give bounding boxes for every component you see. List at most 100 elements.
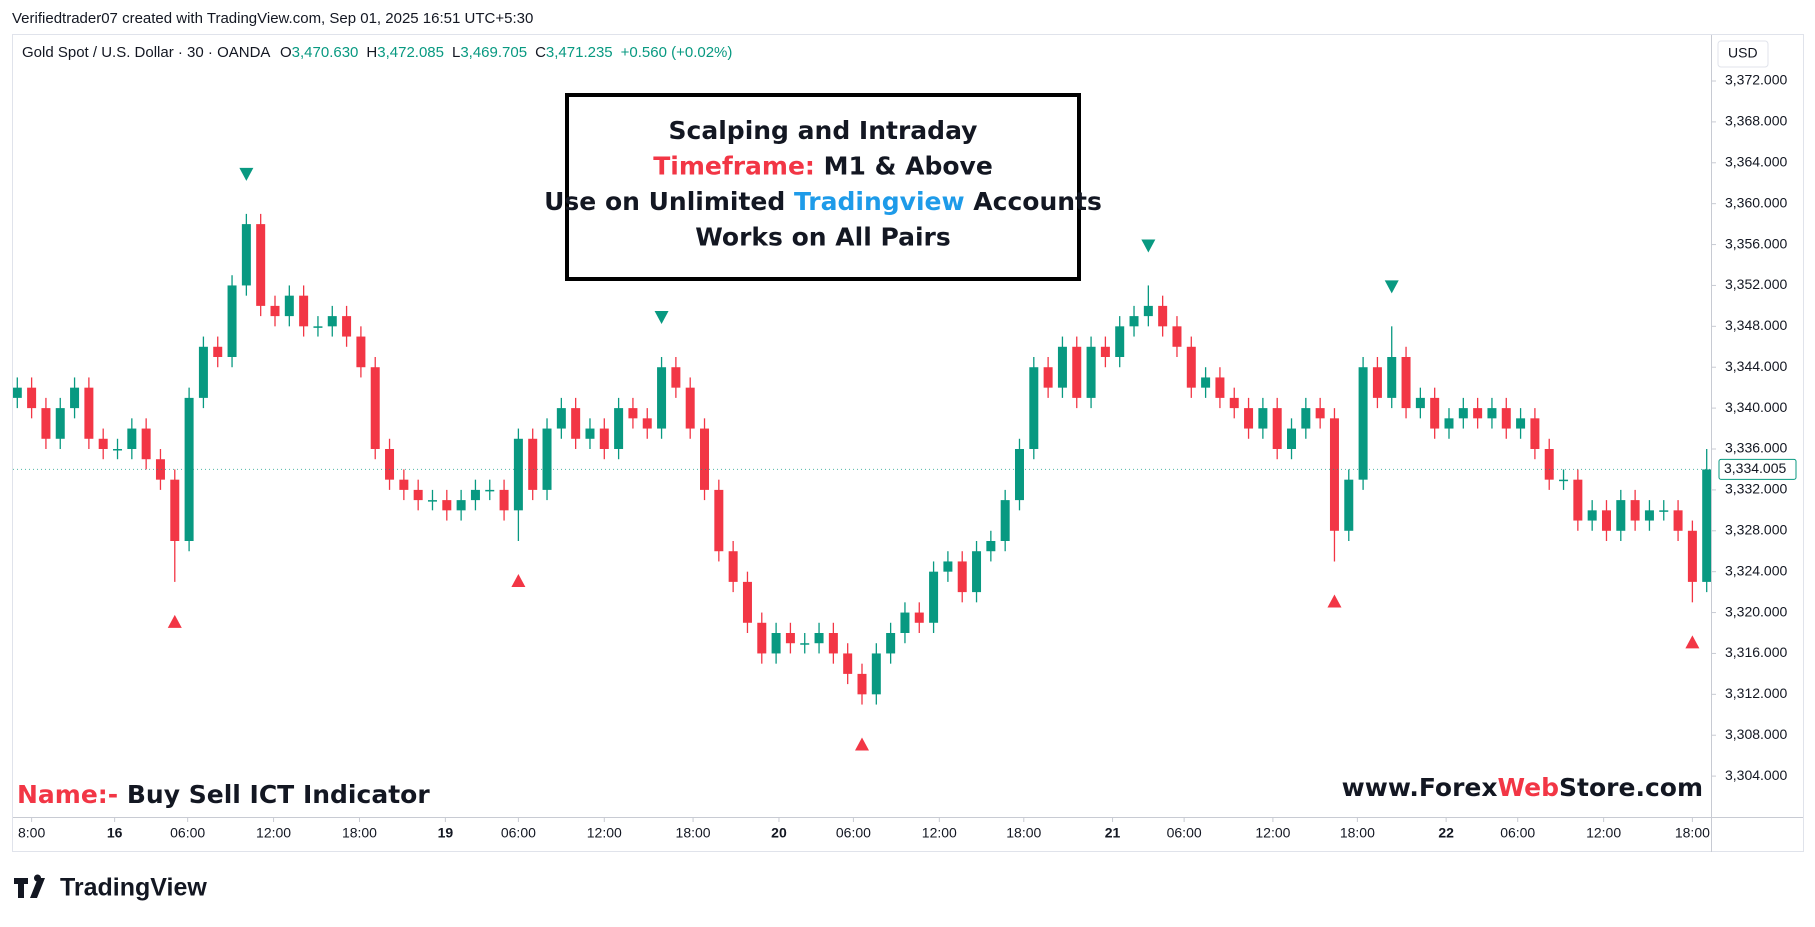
name-label-part: Name:-: [17, 780, 118, 809]
currency-button[interactable]: [1717, 40, 1769, 68]
currency[interactable]: USD: [1728, 45, 1758, 61]
y-tick-label: 3,308.000: [1725, 726, 1787, 742]
candle-body: [657, 367, 667, 429]
x-tick-label: 18:00: [1006, 825, 1041, 841]
buy-signal: [855, 737, 869, 751]
change: +0.560 (+0.02%): [621, 44, 733, 61]
candle-body: [485, 489, 495, 492]
candle-body: [427, 500, 437, 502]
candle-body: [614, 408, 624, 449]
candle-body: [1143, 305, 1153, 317]
ohlc-key: H: [366, 44, 377, 61]
candle-body: [671, 367, 681, 388]
name-label-part: Buy Sell ICT Indicator: [118, 780, 430, 809]
x-tick-label: 06:00: [836, 825, 871, 841]
candle-body: [800, 643, 810, 645]
y-tick-label: 3,368.000: [1725, 113, 1787, 129]
x-tick-label: 19: [438, 825, 454, 841]
candle-body: [327, 316, 337, 327]
x-tick-label: 06:00: [170, 825, 205, 841]
candle-body: [1344, 479, 1354, 531]
y-tick-label: 3,304.000: [1725, 767, 1787, 783]
x-tick-label: 06:00: [501, 825, 536, 841]
candle-body: [55, 408, 65, 439]
candle-body: [1630, 500, 1640, 521]
candle-body: [843, 653, 853, 674]
candle-body: [914, 612, 924, 623]
promo-line-part: Works on All Pairs: [695, 223, 951, 252]
candle-body: [1086, 346, 1096, 398]
candle-body: [871, 653, 881, 695]
website-part: Web: [1497, 773, 1559, 802]
candle-body: [1372, 367, 1382, 398]
name-label: Name:- Buy Sell ICT Indicator: [17, 780, 430, 809]
y-tick-label: 3,340.000: [1725, 399, 1787, 415]
last-price-label: 3,334.005: [1724, 460, 1786, 476]
candle-body: [1186, 346, 1196, 388]
sell-signal: [239, 167, 254, 181]
logo: TradingView: [14, 874, 207, 902]
candle-body: [499, 489, 509, 511]
candle-body: [1487, 408, 1497, 419]
y-tick-label: 3,328.000: [1725, 521, 1787, 537]
candle-body: [41, 408, 51, 439]
candle-body: [13, 387, 22, 398]
candle-body: [470, 489, 480, 501]
candle-body: [585, 428, 595, 439]
candle-body: [886, 633, 896, 654]
promo-line: Use on Unlimited Tradingview Accounts: [544, 187, 1102, 216]
y-tick-label: 3,344.000: [1725, 358, 1787, 374]
y-tick-label: 3,312.000: [1725, 685, 1787, 701]
candle-body: [70, 387, 80, 409]
ohlc-values: O3,470.630 H3,472.085 L3,469.705 C3,471.235…: [280, 44, 732, 61]
website: www.ForexWebStore.com: [1342, 773, 1703, 802]
candle-body: [900, 612, 910, 633]
promo-box: [565, 93, 1081, 281]
plot: [13, 213, 1711, 705]
logo-text: TradingView: [60, 874, 207, 902]
candle-body: [98, 438, 108, 449]
candle-body: [342, 316, 352, 337]
candle-body: [1501, 408, 1511, 429]
candle-body: [299, 295, 309, 327]
candle-body: [256, 224, 266, 306]
candle-body: [1473, 408, 1483, 419]
x-tick-label: 06:00: [1500, 825, 1535, 841]
promo-line: Scalping and Intraday: [669, 116, 978, 145]
candle-body: [714, 489, 724, 552]
y-tick-label: 3,316.000: [1725, 644, 1787, 660]
candle-body: [1201, 377, 1211, 388]
candle-body: [943, 561, 953, 572]
y-tick-label: 3,372.000: [1725, 72, 1787, 88]
x-tick-label: 18:00: [1675, 825, 1710, 841]
candle-body: [642, 418, 652, 429]
ohlc-key: C: [535, 44, 546, 61]
promo-line-part: Tradingview: [794, 187, 965, 216]
candle-body: [1358, 367, 1368, 480]
candle-body: [313, 326, 323, 328]
candle-body: [84, 387, 94, 439]
chart-title: Gold Spot / U.S. Dollar · 30 · OANDA: [22, 44, 270, 61]
candle-body: [785, 633, 795, 644]
candle-body: [1287, 428, 1297, 449]
candle-body: [599, 428, 609, 449]
candle-body: [957, 561, 967, 593]
candle-body: [27, 387, 37, 409]
candle-body: [1415, 397, 1425, 409]
candle-body: [1458, 408, 1468, 419]
buy-signal: [1327, 594, 1342, 608]
x-tick-label: 20: [771, 825, 787, 841]
candle-body: [1172, 326, 1182, 347]
x-tick-label: 12:00: [256, 825, 291, 841]
candle-body: [1702, 469, 1711, 582]
candle-body: [1158, 305, 1168, 327]
y-tick-label: 3,352.000: [1725, 276, 1787, 292]
x-tick-label: 18:00: [676, 825, 711, 841]
x-tick-label: 12:00: [1586, 825, 1621, 841]
chart-frame: [12, 34, 1804, 852]
candle-body: [1401, 357, 1411, 409]
attribution: Verifiedtrader07 created with TradingVie…: [12, 10, 533, 27]
candle-body: [1301, 408, 1311, 429]
y-tick-label: 3,364.000: [1725, 153, 1787, 169]
promo-line-part: M1 & Above: [815, 152, 993, 181]
